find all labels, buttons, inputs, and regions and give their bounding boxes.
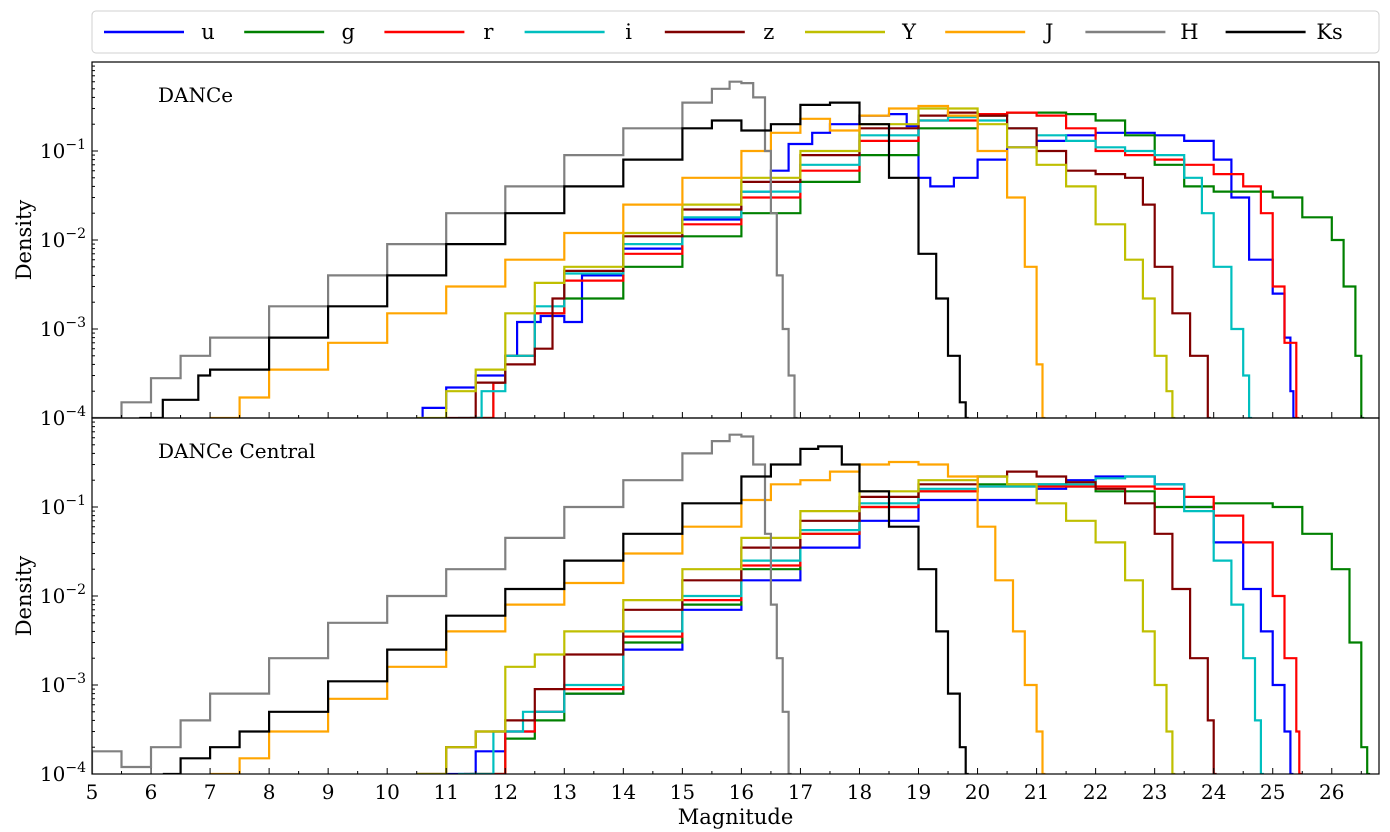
x-tick-label: 14 xyxy=(611,780,636,804)
series-y-1 xyxy=(416,475,1176,774)
legend-label-j: J xyxy=(1043,20,1053,44)
legend: u g r i z Y J H Ks xyxy=(91,10,1380,54)
series-h-0 xyxy=(92,80,798,418)
y-tick-label: 10−4 xyxy=(40,404,86,430)
series-j-0 xyxy=(210,104,1046,418)
series-u-0 xyxy=(421,113,1297,418)
x-tick-label: 21 xyxy=(1024,780,1049,804)
y-tick-label: 10−2 xyxy=(40,582,86,608)
x-tick-label: 17 xyxy=(788,780,813,804)
legend-label-i: i xyxy=(625,20,632,44)
y-axis-label-bottom: Density xyxy=(12,556,36,637)
panel-dance-central: 10−4 10−3 10−2 10−1 DANCe Central xyxy=(40,417,1380,786)
series-g-1 xyxy=(469,483,1371,774)
series-i-0 xyxy=(458,116,1253,418)
x-tick-label: 26 xyxy=(1319,780,1344,804)
x-tick-label: 20 xyxy=(965,780,990,804)
panel-dance: 10−4 10−3 10−2 10−1 DANCe xyxy=(40,61,1380,430)
x-tick-label: 22 xyxy=(1083,780,1108,804)
x-tick-label: 24 xyxy=(1201,780,1226,804)
series-r-1 xyxy=(463,485,1303,774)
x-tick-label: 23 xyxy=(1142,780,1167,804)
legend-label-r: r xyxy=(483,20,494,44)
series-z-0 xyxy=(446,111,1211,418)
x-axis-label: Magnitude xyxy=(678,805,794,829)
legend-label-u: u xyxy=(201,20,215,44)
series-i-1 xyxy=(458,475,1264,774)
legend-label-z: z xyxy=(763,20,774,44)
x-tick-label: 8 xyxy=(263,780,276,804)
panel-label: DANCe Central xyxy=(158,439,315,463)
y-tick-label: 10−3 xyxy=(40,315,86,341)
x-tick-label: 16 xyxy=(729,780,754,804)
x-tick-label: 9 xyxy=(322,780,335,804)
x-tick-label: 7 xyxy=(204,780,217,804)
x-tick-label: 12 xyxy=(493,780,518,804)
y-tick-label: 10−2 xyxy=(40,226,86,252)
x-tick-label: 6 xyxy=(145,780,158,804)
series-j-1 xyxy=(210,460,1046,774)
series-z-1 xyxy=(416,470,1217,774)
series-h-1 xyxy=(92,433,792,774)
x-tick-label: 15 xyxy=(670,780,695,804)
x-tick-label: 13 xyxy=(552,780,577,804)
y-axis-label-top: Density xyxy=(12,200,36,281)
y-tick-label: 10−3 xyxy=(40,671,86,697)
series-ks-0 xyxy=(139,101,969,418)
series-ks-1 xyxy=(162,445,969,774)
panel-label: DANCe xyxy=(158,83,233,107)
x-tick-label: 18 xyxy=(847,780,872,804)
y-tick-label: 10−4 xyxy=(40,760,86,786)
series-g-0 xyxy=(469,111,1365,418)
y-tick-label: 10−1 xyxy=(40,137,86,163)
legend-label-h: H xyxy=(1180,20,1198,44)
series-r-0 xyxy=(475,111,1300,418)
y-tick-label: 10−1 xyxy=(40,493,86,519)
x-tick-label: 10 xyxy=(374,780,399,804)
series-y-0 xyxy=(416,107,1176,418)
legend-label-g: g xyxy=(341,20,354,44)
legend-label-y: Y xyxy=(901,20,917,44)
x-axis-ticks: 5 6 7 8 9 10 11 12 13 14 15 16 17 18 19 20 21 22 23 24 25 26 xyxy=(86,780,1345,804)
x-tick-label: 19 xyxy=(906,780,931,804)
x-tick-label: 11 xyxy=(433,780,458,804)
legend-label-ks: Ks xyxy=(1316,20,1342,44)
plot-frame-0 xyxy=(91,61,1380,419)
x-tick-label: 25 xyxy=(1260,780,1285,804)
x-tick-label: 5 xyxy=(86,780,99,804)
